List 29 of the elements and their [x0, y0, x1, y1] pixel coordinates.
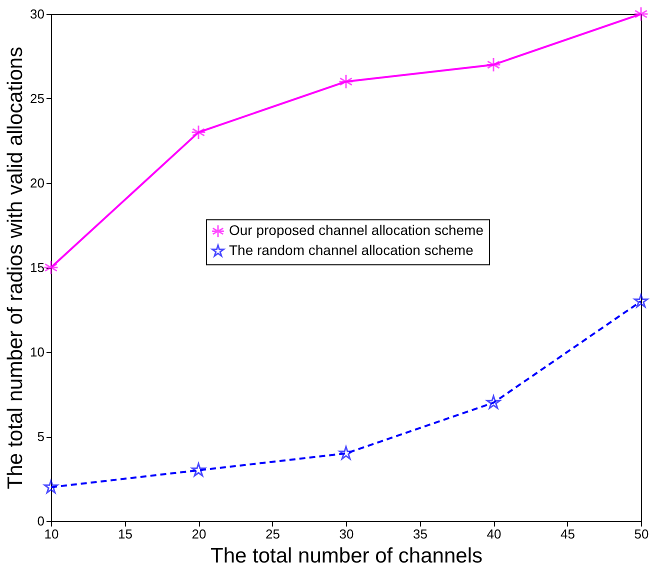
y-tick-label: 20 [30, 176, 44, 190]
x-tick-label: 15 [118, 526, 132, 542]
y-tick-label: 5 [37, 429, 44, 444]
legend-label: Our proposed channel allocation scheme [229, 222, 484, 238]
point [191, 462, 206, 476]
y-tick-label: 10 [30, 344, 44, 360]
point [191, 124, 206, 140]
x-tick-label: 40 [486, 526, 502, 542]
y-tick-label: 0 [37, 514, 44, 528]
point [44, 480, 58, 494]
point [44, 260, 58, 275]
x-tick-label: 25 [266, 526, 280, 542]
point [338, 446, 354, 460]
y-axis-title: The total number of radios with valid allocations [4, 46, 28, 490]
x-tick-label: 30 [339, 526, 354, 542]
x-tick-label: 35 [413, 526, 428, 542]
point [634, 294, 648, 308]
x-axis-title: The total number of channels [210, 544, 482, 568]
point [634, 6, 648, 22]
y-tick-label: 15 [30, 260, 44, 275]
point [486, 395, 501, 409]
x-tick-label: 20 [192, 526, 206, 542]
y-tick-label: 30 [30, 6, 44, 22]
x-tick-label: 45 [560, 526, 575, 542]
legend-label: The random channel allocation scheme [229, 242, 474, 258]
x-tick-label: 50 [634, 526, 649, 542]
point [486, 57, 501, 72]
y-tick-label: 25 [30, 91, 44, 106]
point [338, 74, 354, 90]
